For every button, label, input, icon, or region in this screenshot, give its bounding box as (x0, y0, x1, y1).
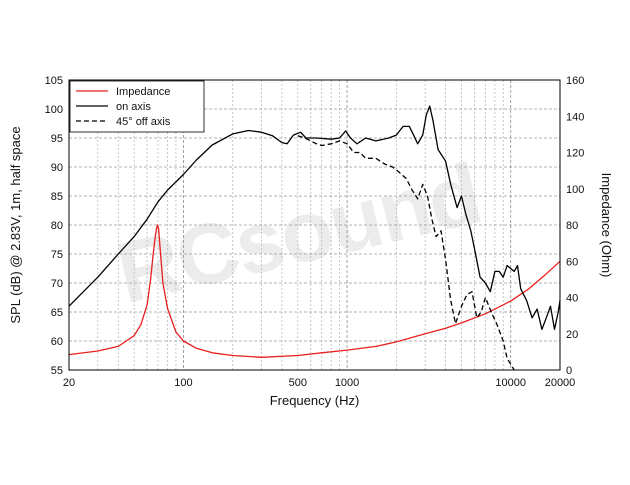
x-axis-title: Frequency (Hz) (270, 393, 360, 408)
x-tick-label: 20 (63, 377, 75, 389)
y2-tick-label: 120 (566, 148, 584, 160)
plot-frame (68, 79, 561, 371)
series-line-1 (68, 105, 561, 331)
x-tick-label: 500 (289, 377, 307, 389)
legend: Impedance on axis 45° off axis (69, 80, 205, 133)
legend-label: on axis (116, 101, 151, 113)
y-tick-label: 80 (51, 220, 63, 232)
y-tick-label: 75 (51, 249, 63, 261)
y2-tick-label: 60 (566, 256, 578, 268)
series-layer (68, 105, 561, 371)
y-axis-title: SPL (dB) @ 2.83V, 1m, half space (8, 126, 23, 323)
y-tick-label: 105 (45, 75, 63, 87)
y2-tick-label: 40 (566, 293, 578, 305)
y2-axis-title: Impedance (Ohm) (599, 173, 614, 278)
x-tick-label: 1000 (335, 377, 359, 389)
y2-tick-label: 80 (566, 220, 578, 232)
legend-label: 45° off axis (116, 116, 171, 128)
y-tick-label: 90 (51, 162, 63, 174)
series-line-2 (297, 135, 515, 371)
y-tick-label: 85 (51, 191, 63, 203)
y2-tick-label: 140 (566, 111, 584, 123)
x-tick-label: 20000 (545, 377, 576, 389)
y2-tick-label: 100 (566, 184, 584, 196)
y-tick-label: 60 (51, 336, 63, 348)
y-tick-label: 100 (45, 104, 63, 116)
x-tick-label: 100 (174, 377, 192, 389)
legend-label: Impedance (116, 86, 170, 98)
y2-tick-label: 20 (566, 329, 578, 341)
y-tick-label: 65 (51, 307, 63, 319)
series-line-0 (68, 224, 561, 358)
y2-tick-label: 0 (566, 365, 572, 377)
y-tick-label: 70 (51, 278, 63, 290)
y2-tick-label: 160 (566, 75, 584, 87)
tick-layer: 55 60 65 70 75 80 85 90 95 100 105 0 20 40 60 80 100 120 1… (45, 75, 585, 389)
y-tick-label: 55 (51, 365, 63, 377)
x-tick-label: 10000 (495, 377, 526, 389)
y-tick-label: 95 (51, 133, 63, 145)
